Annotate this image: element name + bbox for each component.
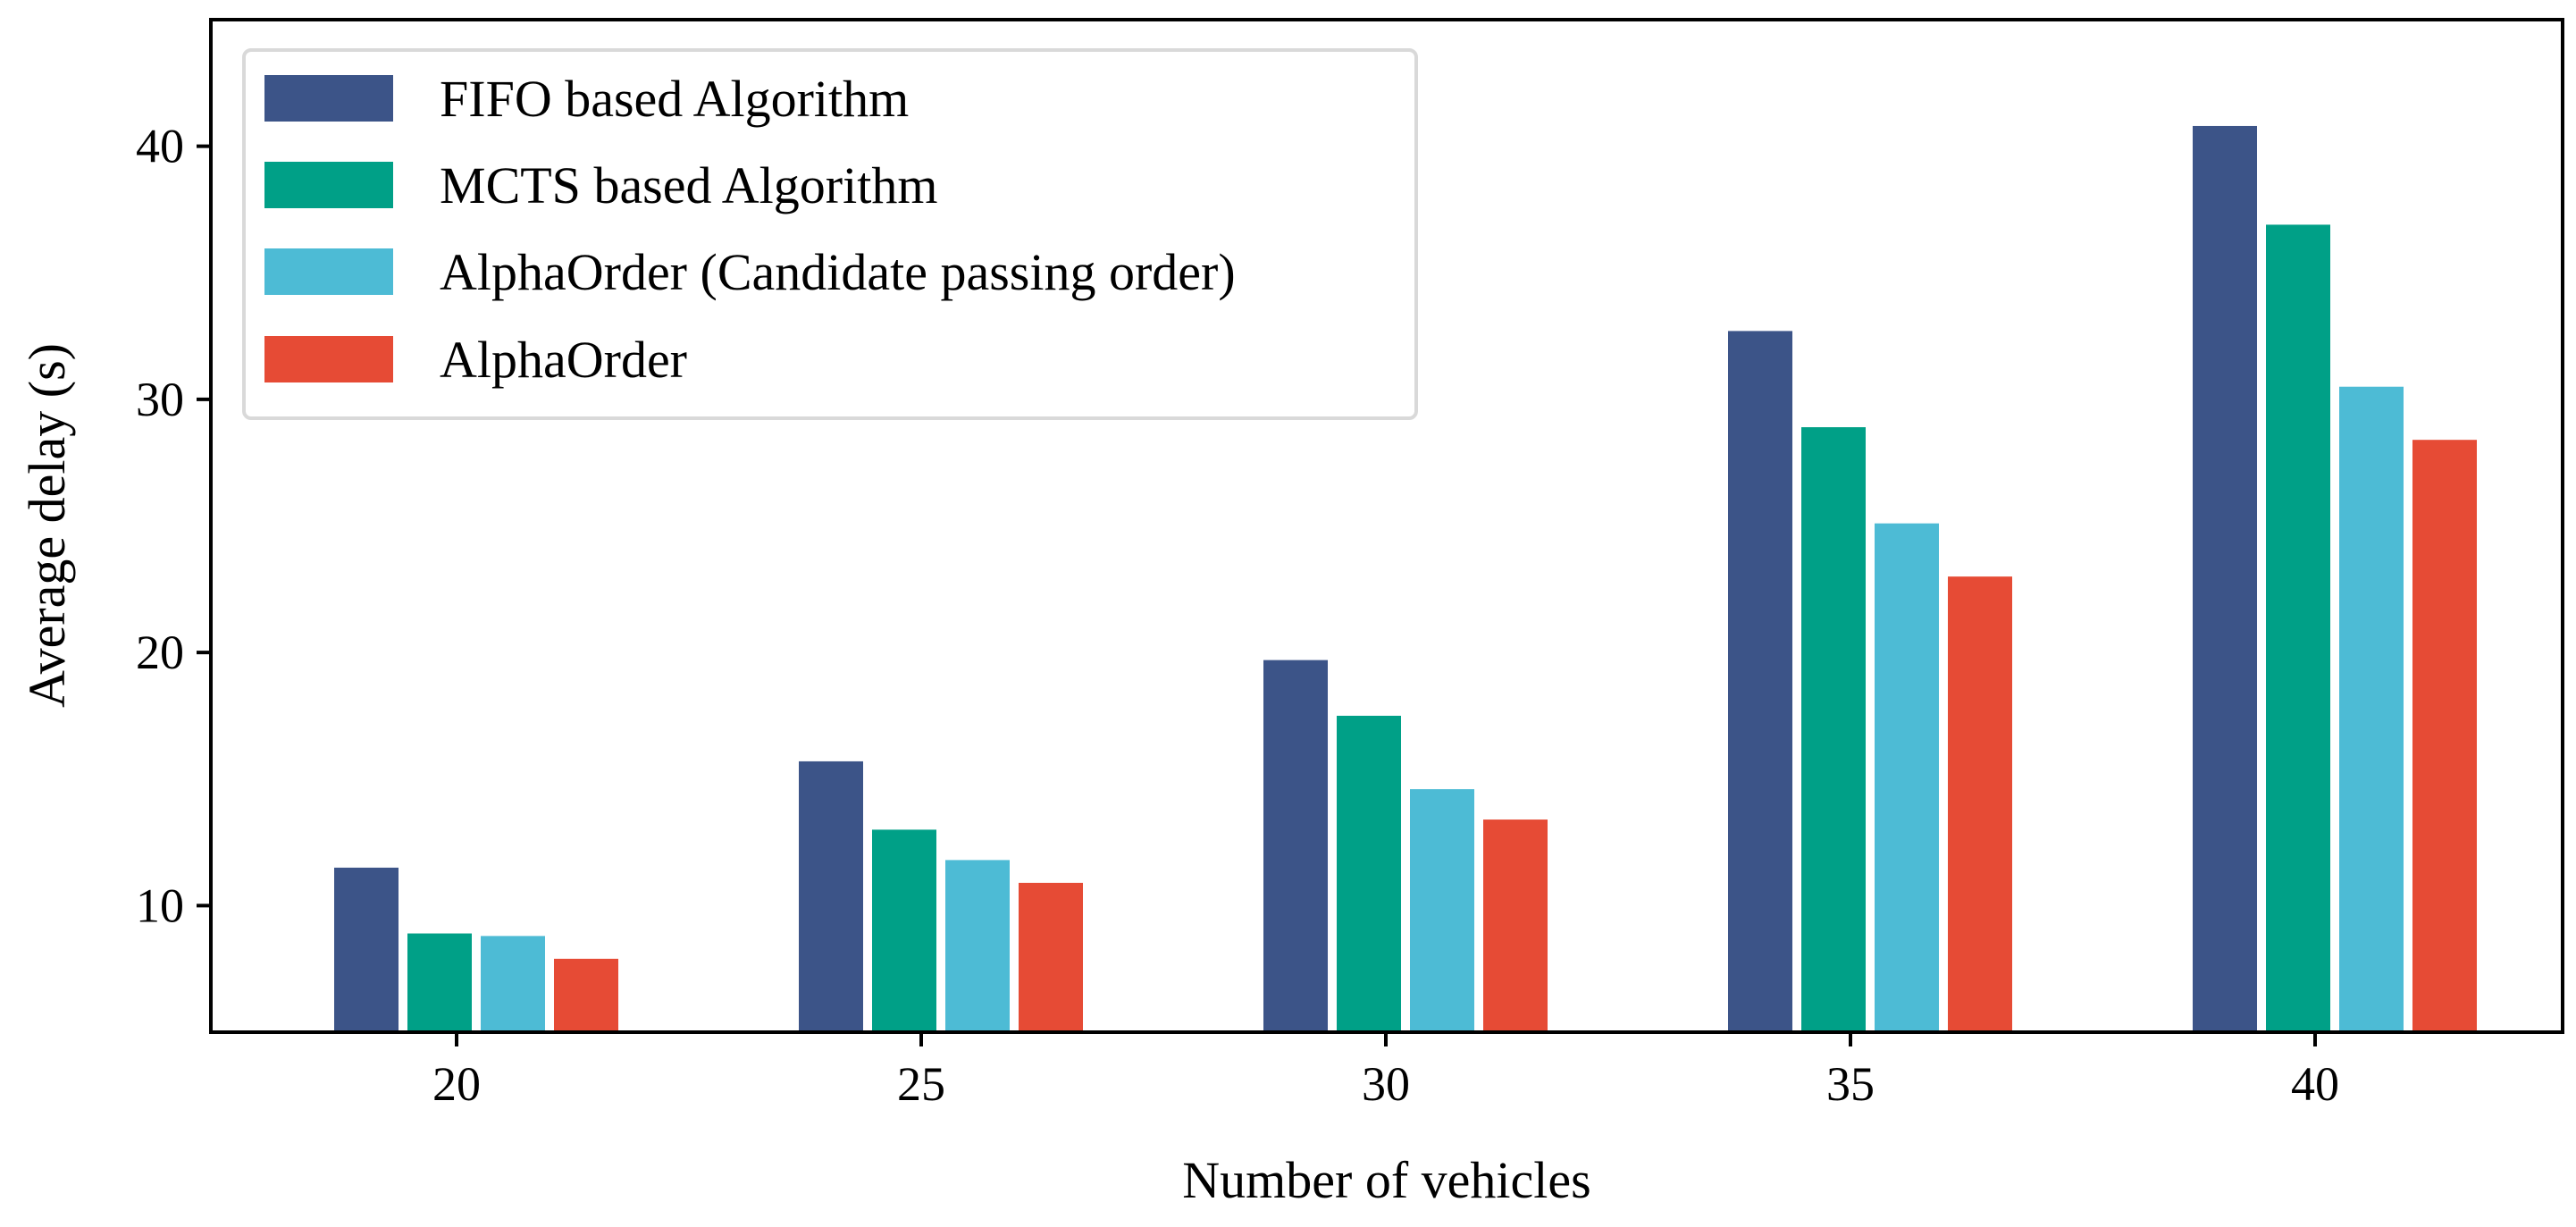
bar-series-4-cat-35 (1948, 576, 2012, 1032)
series-4 (554, 440, 2477, 1032)
bar-series-2-cat-30 (1337, 715, 1401, 1032)
y-tick-label: 10 (136, 878, 184, 932)
bar-series-2-cat-20 (407, 933, 472, 1032)
legend-swatch (264, 75, 393, 122)
legend-label: AlphaOrder (Candidate passing order) (440, 243, 1236, 301)
bar-series-1-cat-35 (1728, 331, 1792, 1033)
legend-swatch (264, 336, 393, 382)
legend-item-4: AlphaOrder (264, 331, 687, 389)
bar-series-4-cat-40 (2412, 440, 2477, 1032)
bar-series-3-cat-40 (2339, 386, 2404, 1032)
bar-series-3-cat-30 (1410, 789, 1474, 1032)
bar-series-4-cat-20 (554, 958, 618, 1032)
y-tick-label: 40 (136, 120, 184, 173)
series-3 (481, 386, 2404, 1032)
legend: FIFO based Algorithm MCTS based Algorithm… (242, 48, 1418, 420)
bar-series-4-cat-25 (1019, 882, 1083, 1032)
x-tick-label: 30 (1362, 1057, 1410, 1111)
bar-series-2-cat-35 (1801, 427, 1866, 1033)
legend-item-3: AlphaOrder (Candidate passing order) (264, 243, 1236, 301)
x-tick-label: 35 (1826, 1057, 1875, 1111)
legend-label: MCTS based Algorithm (440, 156, 937, 214)
legend-label: AlphaOrder (440, 331, 687, 389)
legend-swatch (264, 248, 393, 295)
series-2 (407, 224, 2330, 1033)
bar-series-3-cat-25 (945, 860, 1010, 1032)
bars-layer (334, 125, 2477, 1033)
bar-series-4-cat-30 (1483, 819, 1548, 1032)
bar-series-1-cat-20 (334, 867, 399, 1032)
y-axis-label: Average delay (s) (18, 343, 76, 708)
bar-series-2-cat-25 (872, 829, 936, 1032)
legend-box (242, 48, 1418, 420)
x-axis-label: Number of vehicles (1182, 1151, 1590, 1209)
legend-label: FIFO based Algorithm (440, 70, 909, 128)
legend-item-1: FIFO based Algorithm (264, 70, 909, 128)
bar-series-1-cat-30 (1263, 660, 1328, 1032)
x-tick-label: 25 (897, 1057, 945, 1111)
bar-series-1-cat-40 (2193, 125, 2257, 1033)
x-tick-label: 20 (432, 1057, 481, 1111)
bar-series-3-cat-35 (1875, 523, 1939, 1032)
x-tick-label: 40 (2291, 1057, 2339, 1111)
bar-series-3-cat-20 (481, 936, 545, 1032)
legend-item-2: MCTS based Algorithm (264, 156, 937, 214)
series-1 (334, 125, 2257, 1033)
bar-series-2-cat-40 (2266, 224, 2330, 1032)
legend-swatch (264, 162, 393, 208)
y-axis: 10 20 30 40 (136, 120, 211, 932)
y-tick-label: 20 (136, 626, 184, 679)
bar-series-1-cat-25 (799, 761, 863, 1032)
y-tick-label: 30 (136, 373, 184, 426)
x-axis: 20 25 30 35 40 (432, 1032, 2339, 1111)
